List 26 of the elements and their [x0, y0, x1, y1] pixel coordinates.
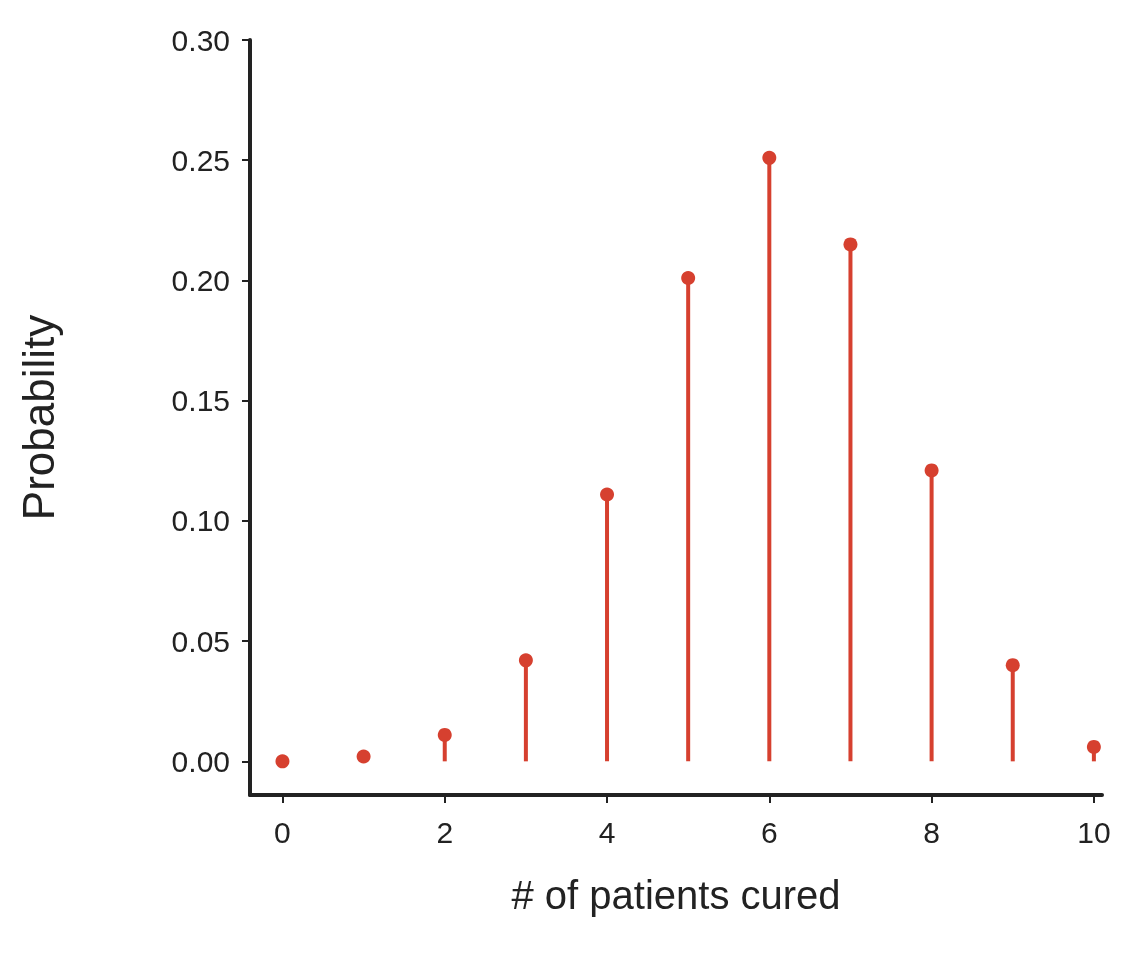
x-tick-label: 6	[760, 815, 778, 849]
x-tick-label: 8	[923, 815, 940, 849]
y-tick-label: 0.10	[171, 504, 230, 538]
point	[437, 727, 452, 742]
y-tick-label: 0.00	[171, 744, 230, 778]
y-tick-label: 0.15	[171, 384, 230, 418]
point	[1005, 658, 1020, 673]
x-tick-label: 0	[274, 815, 291, 849]
point	[275, 754, 290, 769]
y-tick-label: 0.25	[171, 143, 230, 177]
y-tick-label: 0.30	[171, 23, 230, 57]
x-axis-title: # of patients cured	[511, 873, 841, 917]
point	[518, 653, 533, 668]
y-tick-label: 0.05	[171, 624, 230, 658]
x-tick-label: 2	[436, 815, 454, 849]
point	[600, 487, 615, 502]
point	[681, 271, 696, 286]
y-axis-title: Probability	[13, 314, 63, 521]
point	[843, 237, 858, 252]
point	[924, 463, 939, 478]
x-tick-label: 4	[598, 815, 616, 849]
point	[356, 749, 371, 764]
point	[1086, 739, 1101, 754]
y-tick-label: 0.20	[171, 263, 230, 297]
x-tick-label: 10	[1077, 815, 1111, 849]
point	[762, 150, 777, 165]
